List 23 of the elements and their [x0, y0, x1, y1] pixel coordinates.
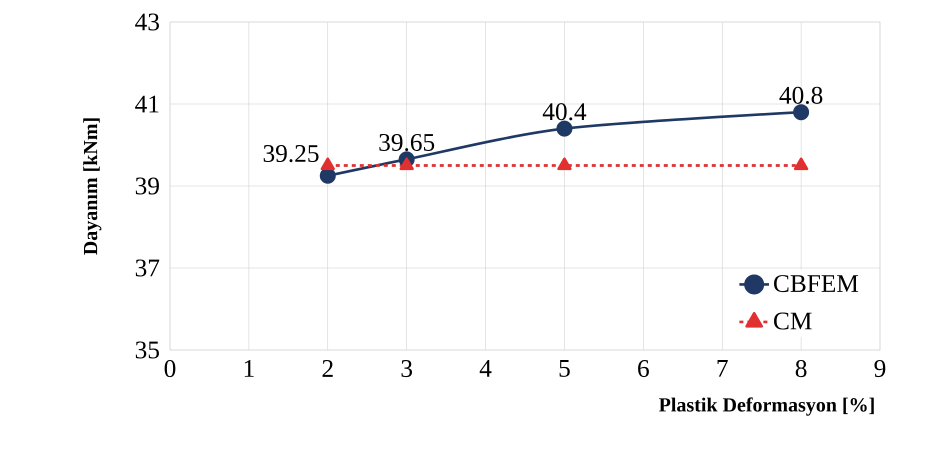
x-axis-title: Plastik Deformasyon [%]: [658, 397, 874, 416]
data-label: 39.65: [379, 134, 434, 152]
x-tick-label: 6: [638, 360, 649, 378]
y-tick-label: 41: [135, 96, 158, 112]
y-axis-title: Dayanım [kNm]: [83, 118, 102, 255]
y-tick-label: 37: [136, 259, 160, 277]
x-tick-label: 7: [718, 360, 728, 377]
data-label: 40.8: [779, 86, 822, 104]
y-tick-label: 39: [136, 177, 159, 195]
x-tick-label: 3: [402, 360, 412, 378]
x-tick-label: 2: [322, 360, 333, 377]
x-tick-label: 1: [244, 360, 254, 377]
legend-label: CM: [774, 312, 812, 330]
data-label: 40.4: [542, 103, 586, 120]
legend-label: CBFEM: [774, 275, 858, 292]
x-tick-label: 4: [480, 360, 492, 377]
y-tick-label: 35: [136, 341, 159, 359]
data-label: 39.25: [264, 145, 319, 162]
x-tick-label: 8: [796, 360, 806, 378]
x-tick-label: 5: [560, 360, 570, 377]
x-tick-label: 0: [164, 360, 176, 378]
y-tick-label: 43: [135, 13, 159, 31]
x-tick-label: 9: [874, 360, 886, 378]
